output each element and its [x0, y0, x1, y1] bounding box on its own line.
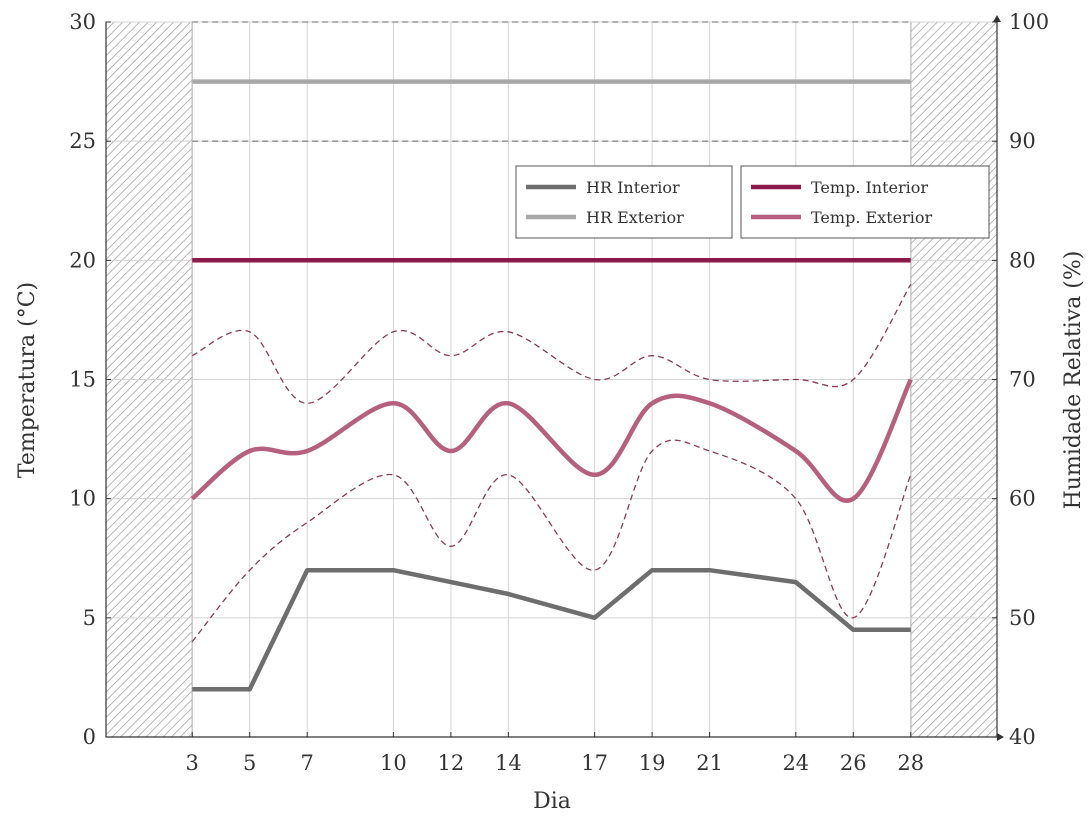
- band-2-lower-line: [191, 439, 912, 643]
- axes: [105, 15, 1004, 741]
- legend-frame: [740, 165, 990, 239]
- x-tick-label-21: 21: [696, 751, 723, 775]
- series-line-hr-interior: [192, 567, 911, 692]
- band-lines: [191, 21, 912, 643]
- legend-frame: [515, 165, 733, 239]
- left-tick-label-5: 5: [83, 606, 96, 630]
- right-y-axis-label: Humidade Relativa (%): [1061, 251, 1086, 510]
- x-tick-label-3: 3: [186, 751, 199, 775]
- x-tick-label-14: 14: [495, 751, 522, 775]
- right-tick-label-80: 80: [1009, 248, 1036, 272]
- x-axis-label: Dia: [533, 789, 571, 814]
- x-tick-label-10: 10: [380, 751, 407, 775]
- series-line-temp-exterior: [190, 378, 913, 503]
- series-lines: [190, 79, 913, 692]
- right-tick-label-60: 60: [1009, 487, 1036, 511]
- right-tick-label-40: 40: [1009, 725, 1036, 749]
- right-tick-label-90: 90: [1009, 129, 1036, 153]
- legend-box-2: Temp. Interior Temp. Exterior: [740, 165, 990, 239]
- x-tick-label-7: 7: [301, 751, 314, 775]
- x-tick-label-5: 5: [243, 751, 256, 775]
- x-tick-label-19: 19: [639, 751, 666, 775]
- left-tick-label-30: 30: [69, 10, 96, 34]
- left-tick-label-25: 25: [69, 129, 96, 153]
- x-tick-label-28: 28: [897, 751, 924, 775]
- y-axis-arrow: [993, 15, 1001, 22]
- left-tick-label-20: 20: [69, 248, 96, 272]
- x-tick-label-17: 17: [581, 751, 608, 775]
- legend-label: Temp. Exterior: [811, 208, 932, 227]
- tick-labels: 0 5 10 15 20 25 30 40 50 60 70 80 90 100 3 5 7 10 12 14 17 19…: [69, 10, 1049, 775]
- left-tick-label-10: 10: [69, 487, 96, 511]
- legend-label: HR Interior: [586, 178, 680, 197]
- legend-label: Temp. Interior: [811, 178, 928, 197]
- right-tick-label-100: 100: [1009, 10, 1049, 34]
- x-tick-label-24: 24: [782, 751, 809, 775]
- x-axis-arrow: [997, 733, 1004, 741]
- band-2-upper-line: [191, 283, 912, 404]
- left-tick-label-15: 15: [69, 368, 96, 392]
- right-tick-label-50: 50: [1009, 606, 1036, 630]
- left-tick-label-0: 0: [83, 725, 96, 749]
- legend-label: HR Exterior: [586, 208, 684, 227]
- x-tick-label-26: 26: [840, 751, 867, 775]
- right-tick-label-70: 70: [1009, 368, 1036, 392]
- legend-box-1: HR Interior HR Exterior: [515, 165, 733, 239]
- x-tick-label-12: 12: [438, 751, 465, 775]
- left-y-axis-label: Temperatura (°C): [15, 282, 40, 478]
